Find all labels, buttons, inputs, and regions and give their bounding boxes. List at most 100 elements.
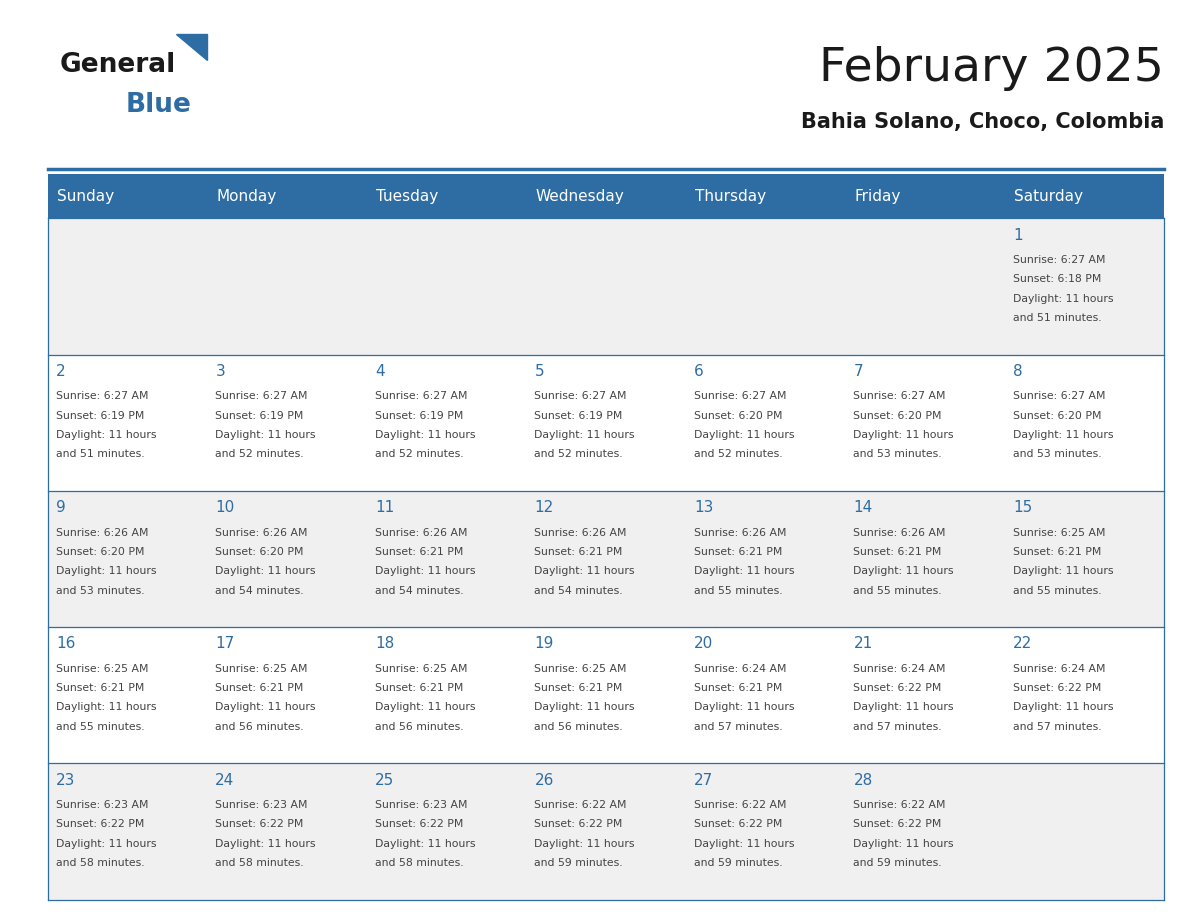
Text: Sunrise: 6:22 AM: Sunrise: 6:22 AM [535, 800, 627, 810]
Text: Sunrise: 6:26 AM: Sunrise: 6:26 AM [535, 528, 627, 538]
Text: Sunset: 6:19 PM: Sunset: 6:19 PM [375, 410, 463, 420]
Text: Sunrise: 6:27 AM: Sunrise: 6:27 AM [694, 391, 786, 401]
Text: Sunset: 6:22 PM: Sunset: 6:22 PM [853, 820, 942, 829]
Text: Sunset: 6:21 PM: Sunset: 6:21 PM [535, 547, 623, 557]
Text: Sunset: 6:20 PM: Sunset: 6:20 PM [694, 410, 783, 420]
Text: 27: 27 [694, 773, 713, 788]
Text: Sunset: 6:22 PM: Sunset: 6:22 PM [215, 820, 304, 829]
Polygon shape [176, 34, 207, 60]
Text: Sunset: 6:19 PM: Sunset: 6:19 PM [56, 410, 144, 420]
Text: 7: 7 [853, 364, 864, 379]
Text: Daylight: 11 hours: Daylight: 11 hours [694, 839, 795, 848]
Text: Daylight: 11 hours: Daylight: 11 hours [56, 566, 157, 577]
Text: Daylight: 11 hours: Daylight: 11 hours [1013, 566, 1113, 577]
Text: Sunrise: 6:26 AM: Sunrise: 6:26 AM [694, 528, 786, 538]
Text: Sunset: 6:21 PM: Sunset: 6:21 PM [375, 683, 463, 693]
Text: Sunrise: 6:26 AM: Sunrise: 6:26 AM [375, 528, 467, 538]
Text: Sunset: 6:22 PM: Sunset: 6:22 PM [694, 820, 783, 829]
Text: February 2025: February 2025 [820, 46, 1164, 91]
Text: and 54 minutes.: and 54 minutes. [375, 586, 463, 596]
Text: Daylight: 11 hours: Daylight: 11 hours [694, 430, 795, 440]
Text: Daylight: 11 hours: Daylight: 11 hours [853, 430, 954, 440]
Bar [48, 354, 1164, 491]
Text: and 58 minutes.: and 58 minutes. [215, 858, 304, 868]
Text: Sunrise: 6:27 AM: Sunrise: 6:27 AM [853, 391, 946, 401]
Text: 20: 20 [694, 636, 713, 652]
Text: Tuesday: Tuesday [377, 189, 438, 204]
Text: Sunset: 6:21 PM: Sunset: 6:21 PM [1013, 547, 1101, 557]
Text: Sunrise: 6:24 AM: Sunrise: 6:24 AM [1013, 664, 1106, 674]
Text: Daylight: 11 hours: Daylight: 11 hours [694, 702, 795, 712]
Text: Sunset: 6:21 PM: Sunset: 6:21 PM [215, 683, 304, 693]
Text: 2: 2 [56, 364, 65, 379]
Text: Sunset: 6:21 PM: Sunset: 6:21 PM [853, 547, 942, 557]
Text: Sunset: 6:22 PM: Sunset: 6:22 PM [1013, 683, 1101, 693]
Text: Sunrise: 6:27 AM: Sunrise: 6:27 AM [1013, 255, 1106, 265]
Text: 11: 11 [375, 500, 394, 515]
Bar [48, 764, 1164, 900]
Text: Daylight: 11 hours: Daylight: 11 hours [1013, 294, 1113, 304]
Text: Sunset: 6:18 PM: Sunset: 6:18 PM [1013, 274, 1101, 285]
Text: Daylight: 11 hours: Daylight: 11 hours [853, 839, 954, 848]
Text: and 56 minutes.: and 56 minutes. [535, 722, 623, 732]
Text: Sunset: 6:20 PM: Sunset: 6:20 PM [56, 547, 144, 557]
Text: Daylight: 11 hours: Daylight: 11 hours [56, 839, 157, 848]
Text: Friday: Friday [854, 189, 901, 204]
Text: and 52 minutes.: and 52 minutes. [694, 449, 783, 459]
Text: and 59 minutes.: and 59 minutes. [853, 858, 942, 868]
Text: 26: 26 [535, 773, 554, 788]
Text: 16: 16 [56, 636, 75, 652]
Text: and 56 minutes.: and 56 minutes. [215, 722, 304, 732]
Text: and 54 minutes.: and 54 minutes. [215, 586, 304, 596]
Text: 18: 18 [375, 636, 394, 652]
Bar [48, 627, 1164, 764]
Text: 1: 1 [1013, 228, 1023, 242]
Text: and 59 minutes.: and 59 minutes. [694, 858, 783, 868]
Text: Daylight: 11 hours: Daylight: 11 hours [56, 430, 157, 440]
Text: 3: 3 [215, 364, 225, 379]
Text: Sunrise: 6:23 AM: Sunrise: 6:23 AM [56, 800, 148, 810]
Text: Daylight: 11 hours: Daylight: 11 hours [694, 566, 795, 577]
Text: 5: 5 [535, 364, 544, 379]
Text: and 56 minutes.: and 56 minutes. [375, 722, 463, 732]
Text: Daylight: 11 hours: Daylight: 11 hours [535, 702, 634, 712]
Text: Daylight: 11 hours: Daylight: 11 hours [853, 566, 954, 577]
Text: Sunset: 6:22 PM: Sunset: 6:22 PM [375, 820, 463, 829]
Text: Daylight: 11 hours: Daylight: 11 hours [56, 702, 157, 712]
Text: and 52 minutes.: and 52 minutes. [215, 449, 304, 459]
Text: 25: 25 [375, 773, 394, 788]
Text: Sunrise: 6:26 AM: Sunrise: 6:26 AM [853, 528, 946, 538]
Text: and 52 minutes.: and 52 minutes. [375, 449, 463, 459]
Text: Monday: Monday [216, 189, 277, 204]
Text: Wednesday: Wednesday [536, 189, 625, 204]
Text: Daylight: 11 hours: Daylight: 11 hours [375, 702, 475, 712]
Text: Daylight: 11 hours: Daylight: 11 hours [215, 566, 316, 577]
Text: Sunrise: 6:27 AM: Sunrise: 6:27 AM [215, 391, 308, 401]
Bar [48, 218, 1164, 354]
Text: 10: 10 [215, 500, 234, 515]
Text: 23: 23 [56, 773, 75, 788]
Text: Daylight: 11 hours: Daylight: 11 hours [535, 566, 634, 577]
Text: Blue: Blue [126, 92, 191, 118]
Text: Sunset: 6:20 PM: Sunset: 6:20 PM [853, 410, 942, 420]
Text: Daylight: 11 hours: Daylight: 11 hours [375, 430, 475, 440]
Text: and 51 minutes.: and 51 minutes. [1013, 313, 1101, 323]
Text: Sunrise: 6:22 AM: Sunrise: 6:22 AM [853, 800, 946, 810]
Text: 19: 19 [535, 636, 554, 652]
Text: Sunset: 6:20 PM: Sunset: 6:20 PM [1013, 410, 1101, 420]
Text: Sunrise: 6:27 AM: Sunrise: 6:27 AM [375, 391, 467, 401]
Text: 13: 13 [694, 500, 713, 515]
Text: Sunset: 6:19 PM: Sunset: 6:19 PM [535, 410, 623, 420]
Text: 14: 14 [853, 500, 873, 515]
Text: and 57 minutes.: and 57 minutes. [1013, 722, 1101, 732]
Text: 15: 15 [1013, 500, 1032, 515]
Text: 17: 17 [215, 636, 234, 652]
Text: 6: 6 [694, 364, 703, 379]
Text: Sunrise: 6:24 AM: Sunrise: 6:24 AM [694, 664, 786, 674]
Text: and 58 minutes.: and 58 minutes. [56, 858, 145, 868]
Text: 22: 22 [1013, 636, 1032, 652]
Text: Sunrise: 6:27 AM: Sunrise: 6:27 AM [535, 391, 627, 401]
Text: Daylight: 11 hours: Daylight: 11 hours [375, 839, 475, 848]
Text: Daylight: 11 hours: Daylight: 11 hours [1013, 702, 1113, 712]
Text: Sunrise: 6:25 AM: Sunrise: 6:25 AM [375, 664, 467, 674]
